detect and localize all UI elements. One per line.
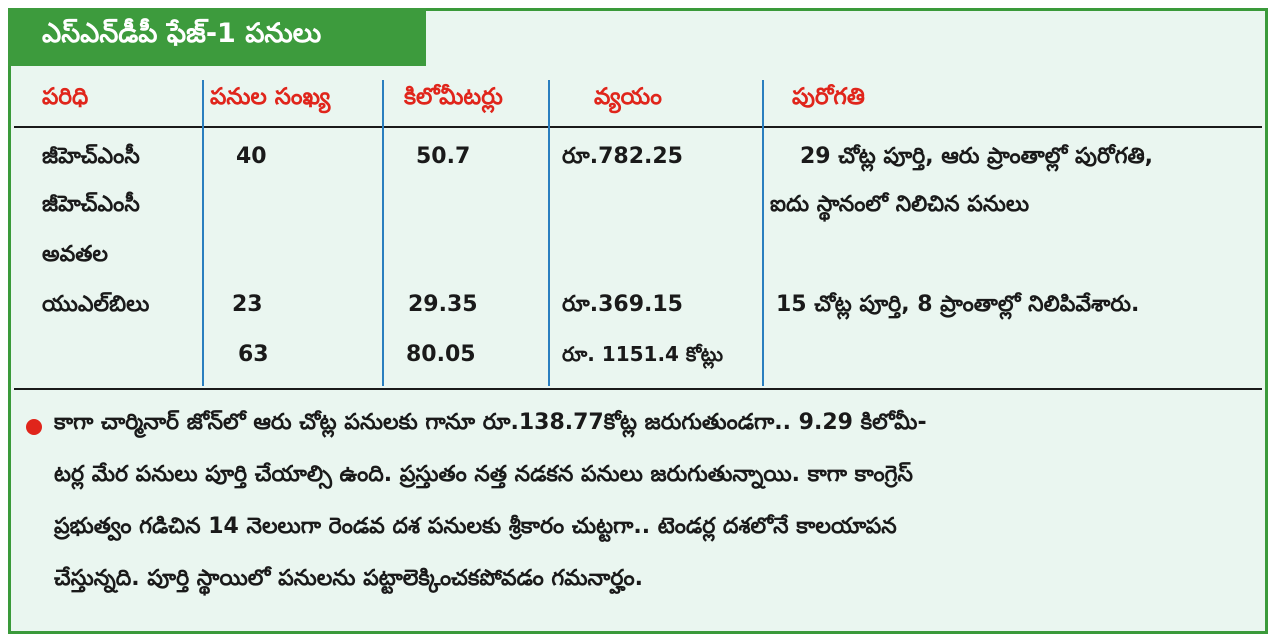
total-km: 80.05 <box>406 342 476 367</box>
header-km: కిలోమీటర్లు <box>404 84 503 110</box>
row2-count: 23 <box>232 292 263 317</box>
column-divider <box>548 80 550 386</box>
row1-area-line: జీహెచ్‌ఎంసీ <box>42 192 140 217</box>
column-divider <box>202 80 204 386</box>
total-count: 63 <box>238 342 269 367</box>
row2-cost: రూ.369.15 <box>562 292 683 317</box>
row1-area-line: అవతల <box>42 242 108 267</box>
column-divider <box>382 80 384 386</box>
note-line: టర్ల మేర పనులు పూర్తి చేయాల్సి ఉంది. ప్ర… <box>54 462 913 487</box>
note-line: ప్రభుత్వం గడిచిన 14 నెలలుగా రెండవ దశ పను… <box>54 514 897 539</box>
header-cost: వ్యయం <box>594 84 662 110</box>
row1-km: 50.7 <box>416 144 471 169</box>
row1-cost: రూ.782.25 <box>562 144 683 169</box>
header-count: పనుల సంఖ్య <box>210 84 331 110</box>
note-line: కాగా చార్మినార్‌ జోన్‌లో ఆరు చోట్ల పనులక… <box>54 410 927 435</box>
row1-count: 40 <box>236 144 267 169</box>
header-divider <box>14 126 1262 128</box>
header-progress: పురోగతి <box>792 84 865 110</box>
row2-progress: 15 చోట్ల పూర్తి, 8 ప్రాంతాల్లో నిలిపివేశ… <box>776 292 1140 317</box>
row1-progress-line: ఐదు స్థానంలో నిలిచిన పనులు <box>770 192 1030 217</box>
total-cost: రూ. 1151.4 కోట్లు <box>562 342 724 366</box>
note-line: చేస్తున్నది. పూర్తి స్థాయిలో పనులను పట్ట… <box>54 566 643 591</box>
row1-progress-line: 29 చోట్ల పూర్తి, ఆరు ప్రాంతాల్లో పురోగతి… <box>800 144 1154 169</box>
infobox-frame <box>8 8 1268 634</box>
table-bottom-divider <box>14 388 1262 390</box>
bullet-icon <box>26 419 42 435</box>
header-area: పరిధి <box>42 84 89 110</box>
infobox-title: ఎస్‌ఎన్‌డీపీ ఫేజ్‌-1 పనులు <box>8 8 426 66</box>
row1-area-line: జీహెచ్‌ఎంసీ <box>42 144 140 169</box>
row2-km: 29.35 <box>408 292 478 317</box>
column-divider <box>762 80 764 386</box>
row2-area: యుఎల్‌బిలు <box>42 292 150 317</box>
